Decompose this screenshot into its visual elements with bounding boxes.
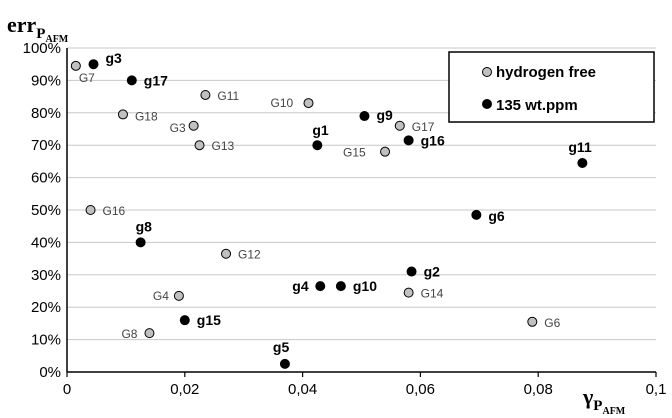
x-axis-title-main: γ (582, 384, 593, 409)
point-g8 (135, 237, 146, 248)
x-tick-label: 0,02 (170, 381, 199, 398)
point-g15 (179, 315, 190, 326)
point-label-G10: G10 (270, 96, 293, 110)
y-tick-label: 60% (31, 170, 61, 187)
point-label-G15: G15 (343, 146, 366, 160)
x-tick-label: 0,1 (646, 381, 667, 398)
point-G8 (144, 328, 155, 339)
legend-marker-hydrogen-free (482, 67, 492, 77)
point-g16 (403, 135, 414, 146)
y-tick-label: 50% (31, 202, 61, 219)
y-tick-label: 80% (31, 105, 61, 122)
legend-box (448, 51, 655, 123)
svg-text:errPAFM: errPAFM (7, 12, 69, 45)
point-g6 (471, 209, 482, 220)
point-label-G8: G8 (121, 327, 137, 341)
y-tick-label: 70% (31, 137, 61, 154)
x-tick-label: 0 (63, 381, 71, 398)
point-label-G18: G18 (135, 109, 158, 123)
point-g10 (335, 281, 346, 292)
point-label-G6: G6 (544, 316, 560, 330)
y-tick-label: 20% (31, 299, 61, 316)
axes (66, 48, 657, 377)
y-tick-label: 10% (31, 332, 61, 349)
point-label-g8: g8 (136, 218, 153, 234)
x-axis-title-sub: P (593, 398, 602, 414)
point-G13 (194, 140, 205, 151)
point-G7 (70, 60, 81, 71)
y-axis-title: errPAFM (7, 12, 69, 45)
x-tick-labels: 0 0,02 0,04 0,06 0,08 0,1 (63, 381, 667, 398)
x-tick-label: 0,08 (524, 381, 553, 398)
point-label-G7: G7 (79, 71, 95, 85)
point-label-g15: g15 (197, 312, 221, 328)
point-label-g9: g9 (376, 107, 393, 123)
y-tick-label: 40% (31, 234, 61, 251)
point-label-g5: g5 (273, 339, 290, 355)
x-tick-label: 0,04 (288, 381, 317, 398)
legend: hydrogen free 135 wt.ppm (448, 51, 655, 123)
point-label-g3: g3 (106, 50, 123, 66)
y-axis-title-main: err (7, 12, 37, 37)
y-axis-title-sub: P (36, 26, 45, 42)
point-label-g10: g10 (353, 278, 377, 294)
y-tick-labels: 0% 10% 20% 30% 40% 50% 60% 70% 80% 90% 100% (23, 40, 61, 381)
point-G6 (527, 316, 538, 327)
y-tick-label: 0% (39, 364, 61, 381)
point-label-g11: g11 (568, 139, 592, 155)
y-tick-label: 90% (31, 72, 61, 89)
x-tick-label: 0,06 (406, 381, 435, 398)
data-points (70, 59, 588, 369)
point-label-G17: G17 (412, 120, 435, 134)
point-G15 (380, 146, 391, 157)
point-label-G12: G12 (238, 248, 261, 262)
point-G4 (173, 290, 184, 301)
point-G10 (303, 98, 314, 109)
point-label-g1: g1 (312, 122, 329, 138)
point-G14 (403, 287, 414, 298)
point-label-G11: G11 (217, 89, 239, 103)
point-label-g6: g6 (488, 208, 505, 224)
point-labels: G7 G18 G11 G3 G13 G10 G17 G15 G16 G12 G4 G8 G14 G6 g3 g… (79, 50, 592, 355)
svg-text:γPAFM: γPAFM (582, 384, 626, 417)
point-g2 (406, 266, 417, 277)
point-label-G14: G14 (421, 287, 444, 301)
point-G3 (188, 120, 199, 131)
point-g1 (312, 140, 323, 151)
point-G18 (117, 109, 128, 120)
point-label-G16: G16 (103, 204, 126, 218)
point-label-G3: G3 (170, 121, 186, 135)
point-label-G4: G4 (153, 289, 169, 303)
point-g9 (359, 111, 370, 122)
point-label-g17: g17 (144, 72, 168, 88)
grid-lines (67, 47, 656, 341)
point-g11 (577, 158, 588, 169)
legend-label-135-wtppm: 135 wt.ppm (496, 97, 578, 114)
legend-marker-135-wtppm (482, 99, 492, 109)
y-tick-label: 30% (31, 267, 61, 284)
point-g17 (126, 75, 137, 86)
legend-label-hydrogen-free: hydrogen free (496, 64, 596, 81)
point-G12 (221, 248, 232, 259)
point-label-g4: g4 (292, 278, 309, 294)
point-G11 (200, 89, 211, 100)
y-axis-title-subsub: AFM (45, 34, 68, 45)
point-g3 (88, 59, 99, 70)
x-axis-title: γPAFM (582, 384, 626, 417)
point-label-g2: g2 (424, 264, 441, 280)
y-tick-label: 100% (23, 40, 61, 57)
point-label-G13: G13 (212, 139, 235, 153)
x-axis-title-subsub: AFM (602, 406, 625, 417)
point-G17 (394, 120, 405, 131)
point-g5 (279, 358, 290, 369)
point-G16 (85, 205, 96, 215)
point-g4 (315, 281, 326, 292)
point-label-g16: g16 (421, 132, 445, 148)
